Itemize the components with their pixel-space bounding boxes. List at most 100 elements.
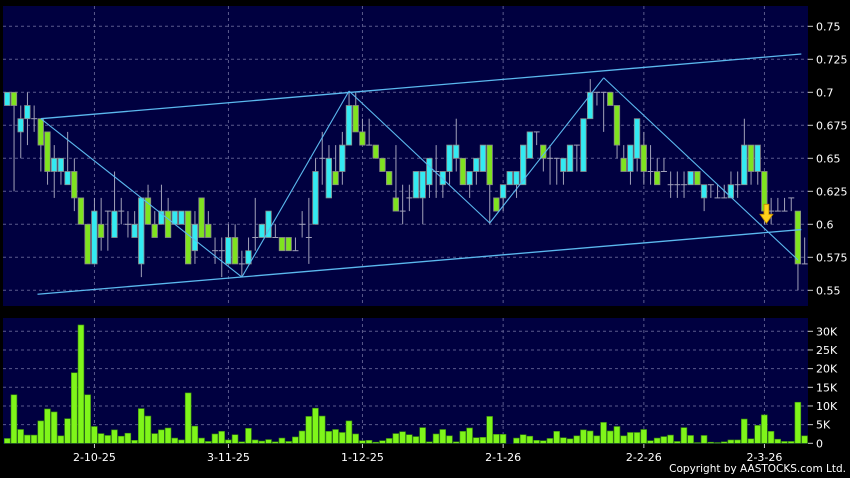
volume-bar <box>10 394 18 444</box>
candle-down <box>205 223 212 238</box>
price-tick-label: 0.575 <box>816 251 848 264</box>
volume-bar <box>573 435 580 444</box>
volume-bar <box>727 439 735 444</box>
date-tick-label: 1-12-25 <box>341 451 384 464</box>
candle-down <box>459 157 467 186</box>
volume-bar <box>245 428 252 444</box>
volume-bar <box>218 431 225 444</box>
volume-bar <box>419 427 426 444</box>
volume-bar <box>50 411 58 444</box>
candle-up <box>587 91 594 120</box>
volume-bar <box>318 415 326 444</box>
candle-up <box>741 144 748 186</box>
volume-bar <box>352 433 359 444</box>
volume-bar <box>466 427 473 444</box>
candle-up <box>325 157 333 199</box>
volume-bar <box>459 431 467 444</box>
volume-bar <box>499 434 507 444</box>
zigzag-line <box>348 90 491 224</box>
volume-tick-label: 30K <box>816 325 838 338</box>
volume-bars <box>4 324 808 444</box>
volume-bar <box>452 441 460 444</box>
candle-up <box>446 144 453 172</box>
volume-bar <box>493 434 500 444</box>
volume-bar <box>365 440 373 444</box>
volume-bar <box>513 437 520 444</box>
volume-bar <box>640 429 647 444</box>
volume-bar <box>117 435 125 444</box>
volume-bar <box>17 429 24 444</box>
volume-bar <box>4 438 11 444</box>
price-tick-label: 0.55 <box>816 284 841 297</box>
volume-bar <box>734 439 741 444</box>
candle-down <box>794 210 801 265</box>
volume-bar <box>606 430 614 444</box>
candle-down <box>84 223 91 265</box>
volume-bar <box>566 438 574 444</box>
candle-down <box>392 197 400 212</box>
volume-bar <box>111 429 118 444</box>
volume-bar <box>472 437 480 444</box>
volume-bar <box>271 441 279 444</box>
candle-up <box>258 223 266 238</box>
date-tick-label: 2-2-26 <box>626 451 662 464</box>
volume-bar <box>412 436 420 444</box>
candle-up <box>265 210 272 238</box>
volume-bar <box>667 434 674 444</box>
volume-bar <box>714 442 721 444</box>
price-tick-label: 0.725 <box>816 53 848 66</box>
volume-bar <box>379 440 386 444</box>
volume-bar <box>553 431 560 444</box>
price-tick-label: 0.65 <box>816 152 841 165</box>
volume-bar <box>707 441 714 444</box>
candle-up <box>727 184 734 199</box>
candle-up <box>64 171 71 186</box>
volume-bar <box>138 408 145 444</box>
volume-bar <box>345 420 353 444</box>
candle-down <box>77 197 85 225</box>
volume-bar <box>211 433 219 444</box>
volume-bar <box>151 433 158 444</box>
volume-bar <box>546 438 554 444</box>
volume-bar <box>526 435 534 444</box>
volume-bar <box>620 435 627 444</box>
candle-up <box>419 171 426 199</box>
volume-bar <box>44 408 51 444</box>
candle-up <box>426 157 433 186</box>
candle-up <box>345 105 353 146</box>
volume-bar <box>144 415 152 444</box>
volume-bar <box>285 441 292 444</box>
date-tick-label: 2-10-25 <box>73 451 116 464</box>
volume-bar <box>580 429 587 444</box>
volume-bar <box>312 407 319 444</box>
candle-down <box>278 237 286 252</box>
volume-bar <box>71 372 78 444</box>
volume-bar <box>265 439 272 444</box>
candle-down <box>151 223 158 238</box>
volume-bar <box>30 434 38 444</box>
candle-up <box>466 171 473 186</box>
volume-bar <box>258 440 266 444</box>
candle-down <box>332 171 339 186</box>
volume-bar <box>519 434 527 444</box>
price-tick-label: 0.625 <box>816 185 848 198</box>
volume-bar <box>613 426 621 444</box>
candle-down <box>379 157 386 172</box>
price-panel <box>3 6 808 306</box>
volume-bar <box>198 437 205 444</box>
volume-bar <box>486 416 493 444</box>
candle-up <box>17 118 24 133</box>
candle-down <box>747 144 755 172</box>
volume-bar <box>238 441 246 444</box>
candle-up <box>580 118 587 172</box>
volume-bar <box>231 434 239 444</box>
volume-bar <box>694 442 701 444</box>
date-tick-label: 3-11-25 <box>207 451 250 464</box>
price-tick-label: 0.6 <box>816 218 834 231</box>
volume-bar <box>781 441 788 444</box>
candle-down <box>613 105 621 146</box>
volume-bar <box>586 430 594 444</box>
volume-bar <box>653 437 661 444</box>
volume-bar <box>385 438 393 444</box>
candle-down <box>71 171 78 199</box>
